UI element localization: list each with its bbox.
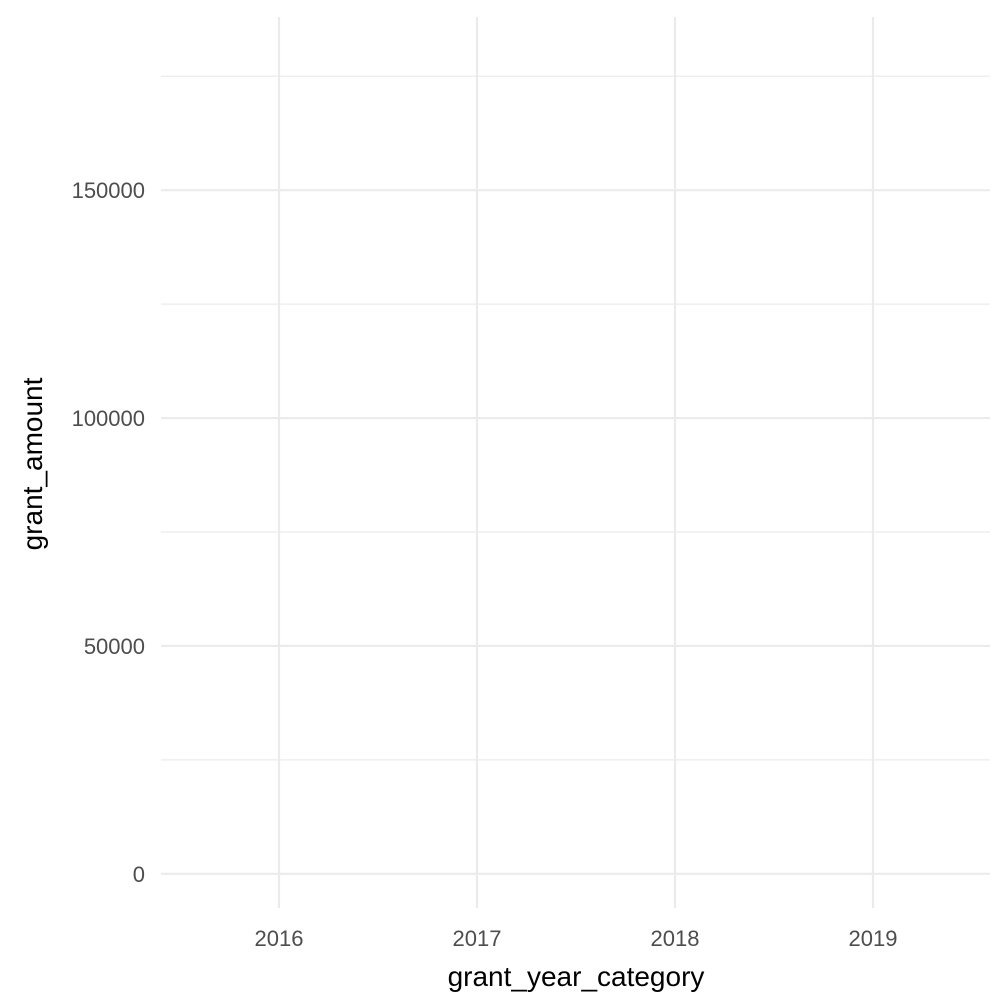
- y-tick-label: 50000: [84, 634, 145, 659]
- y-axis-title: grant_amount: [17, 377, 48, 550]
- x-tick-label: 2018: [651, 926, 700, 951]
- x-axis-title: grant_year_category: [448, 961, 705, 992]
- plot-panel: [161, 17, 990, 908]
- y-tick-label: 100000: [72, 406, 145, 431]
- x-tick-label: 2017: [453, 926, 502, 951]
- y-tick-label: 150000: [72, 178, 145, 203]
- grid-lines: [161, 17, 990, 908]
- x-axis-tick-labels: 2016 2017 2018 2019: [255, 926, 898, 951]
- y-axis-tick-labels: 0 50000 100000 150000: [72, 178, 145, 887]
- x-tick-label: 2019: [849, 926, 898, 951]
- y-tick-label: 0: [133, 862, 145, 887]
- x-tick-label: 2016: [255, 926, 304, 951]
